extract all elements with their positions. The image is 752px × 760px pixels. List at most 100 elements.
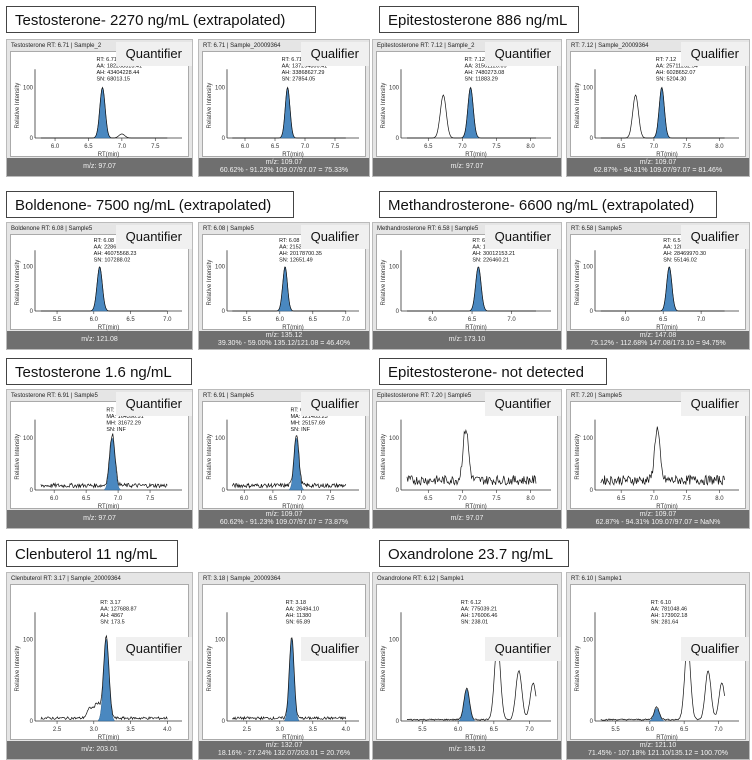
plot-area: Relative Intensity 100 0 5.5 6.0 6.5 7.0 RT(min… xyxy=(570,584,746,741)
y-tick-label: 100 xyxy=(389,637,400,643)
chromatogram-panel: RT: 6.71 | Sample_20009364 Relative Inten… xyxy=(198,39,370,177)
mz-label: m/z: 109.07 xyxy=(265,159,303,166)
y-tick-label: 0 xyxy=(222,488,226,494)
peak-annotation: MA: 121405.23 xyxy=(290,414,327,420)
qualifier-badge: Qualifier xyxy=(300,42,369,66)
section-title: Testosterone- 2270 ng/mL (extrapolated) xyxy=(6,6,316,33)
y-axis-label: Relative Intensity xyxy=(381,434,387,480)
x-tick-label: 6.0 xyxy=(276,317,285,323)
peak-annotation: SN: 238.01 xyxy=(461,620,489,626)
x-tick-label: 7.0 xyxy=(118,144,127,150)
x-tick-label: 6.0 xyxy=(428,317,437,323)
x-tick-label: 6.0 xyxy=(646,727,655,733)
x-axis-label: RT(min) xyxy=(465,325,487,331)
x-axis-label: RT(min) xyxy=(282,152,304,158)
quantifier-badge: Quantifier xyxy=(115,225,192,249)
x-axis-label: RT(min) xyxy=(98,735,120,741)
y-tick-label: 100 xyxy=(215,85,226,91)
section-title: Boldenone- 7500 ng/mL (extrapolated) xyxy=(6,191,294,218)
x-tick-label: 7.5 xyxy=(151,144,160,150)
integrated-peak-area xyxy=(653,87,670,139)
panel-header: RT: 6.91 | Sample5 xyxy=(203,393,254,399)
peak-annotation: MH: 31672.29 xyxy=(106,421,141,427)
y-tick-label: 0 xyxy=(590,719,594,725)
y-tick-label: 0 xyxy=(30,309,34,315)
peak-annotation: AH: 4867 xyxy=(100,613,123,619)
peak-annotation: AH: 173902.18 xyxy=(651,613,688,619)
x-tick-label: 3.5 xyxy=(126,727,135,733)
panel-footer: m/z: 203.01 xyxy=(7,741,192,759)
x-tick-label: 3.5 xyxy=(309,727,318,733)
x-tick-label: 7.5 xyxy=(682,496,691,502)
panel-header: RT: 3.18 | Sample_20009364 xyxy=(203,576,281,582)
integrated-peak-area xyxy=(98,638,115,722)
x-tick-label: 7.0 xyxy=(507,317,516,323)
chromatogram-svg: Relative Intensity 100 0 6.0 6.5 7.0 RT(min) RT… xyxy=(575,238,739,331)
chromatogram-trace xyxy=(600,266,725,312)
y-axis-label: Relative Intensity xyxy=(15,434,21,480)
chromatogram-trace xyxy=(40,433,168,489)
x-tick-label: 6.5 xyxy=(617,144,626,150)
x-axis-label: RT(min) xyxy=(656,735,678,741)
x-tick-label: 8.0 xyxy=(526,496,535,502)
y-tick-label: 0 xyxy=(590,309,594,315)
panel-header: Boldenone RT: 6.08 | Sample5 xyxy=(11,226,93,232)
y-tick-label: 100 xyxy=(583,637,594,643)
peak-annotation: RT: 6.71 xyxy=(96,57,116,63)
peak-annotation: RT: 6.10 xyxy=(651,600,671,606)
quantifier-badge: Quantifier xyxy=(484,42,561,66)
integrated-peak-area xyxy=(104,437,121,491)
peak-annotation: AA: 2286806.56 xyxy=(94,245,133,251)
y-tick-label: 0 xyxy=(396,136,400,142)
peak-annotation: RT: 6.58 xyxy=(663,238,683,244)
y-axis-label: Relative Intensity xyxy=(381,646,387,692)
x-tick-label: 6.5 xyxy=(490,727,499,733)
chromatogram-panel: RT: 3.18 | Sample_20009364 Relative Inten… xyxy=(198,572,370,760)
chromatogram-panel: RT: 7.20 | Sample5 Relative Intensity 100 0… xyxy=(566,389,750,529)
x-tick-label: 6.5 xyxy=(271,144,280,150)
x-tick-label: 6.0 xyxy=(51,144,60,150)
qualifier-badge: Qualifier xyxy=(680,637,749,661)
x-axis-label: RT(min) xyxy=(465,504,487,510)
peak-annotation: AH: 30012153.21 xyxy=(472,251,515,257)
panel-footer: m/z: 135.12 39.30% - 59.00% 135.12/121.08… xyxy=(199,331,369,349)
chromatogram-trace xyxy=(406,429,537,486)
y-axis-label: Relative Intensity xyxy=(207,260,213,306)
x-axis-label: RT(min) xyxy=(465,735,487,741)
peak-annotation: AH: 46075568.23 xyxy=(94,251,137,257)
chromatogram-trace xyxy=(40,634,168,721)
peak-annotation: SN: 107288.02 xyxy=(94,258,131,264)
qualifier-badge: Qualifier xyxy=(680,392,749,416)
peak-annotation: RT: 3.18 xyxy=(286,600,306,606)
ion-ratio-label: 62.87% - 94.31% 109.07/97.07 = NaN% xyxy=(595,519,721,526)
plot-area: Relative Intensity 100 0 6.0 6.5 7.0 7.5 RT(min… xyxy=(10,51,189,158)
peak-annotation: MH: 25157.69 xyxy=(290,421,325,427)
y-tick-label: 0 xyxy=(396,719,400,725)
peak-annotation: SN: 27854.05 xyxy=(282,77,316,83)
x-tick-label: 8.0 xyxy=(715,144,724,150)
peak-annotation: SN: 173.5 xyxy=(100,620,124,626)
quantifier-badge: Quantifier xyxy=(115,637,192,661)
peak-annotation: AH: 20178700.35 xyxy=(279,251,322,257)
peak-annotation: AH: 28469970.30 xyxy=(663,251,706,257)
y-tick-label: 0 xyxy=(222,136,226,142)
chromatogram-panel: Oxandrolone RT: 6.12 | Sample1 Relative I… xyxy=(372,572,562,760)
x-tick-label: 7.5 xyxy=(146,496,155,502)
peak-annotation: RT: 6.58 xyxy=(472,238,492,244)
chromatogram-trace xyxy=(600,426,725,487)
section-title: Clenbuterol 11 ng/mL xyxy=(6,540,178,567)
y-axis-label: Relative Intensity xyxy=(575,434,581,480)
peak-annotation: SN: 12651.49 xyxy=(279,258,313,264)
x-tick-label: 6.0 xyxy=(90,317,99,323)
x-tick-label: 6.0 xyxy=(241,144,250,150)
panel-footer: m/z: 132.07 18.16% - 27.24% 132.07/203.01… xyxy=(199,741,369,759)
y-tick-label: 100 xyxy=(389,436,400,442)
x-tick-label: 7.0 xyxy=(301,144,310,150)
ion-ratio-label: 62.87% - 94.31% 109.07/97.07 = 81.46% xyxy=(593,167,723,174)
y-tick-label: 100 xyxy=(583,265,594,271)
chromatogram-trace xyxy=(232,637,347,721)
y-axis-label: Relative Intensity xyxy=(15,646,21,692)
peak-annotation: AA: 775039.21 xyxy=(461,607,497,613)
